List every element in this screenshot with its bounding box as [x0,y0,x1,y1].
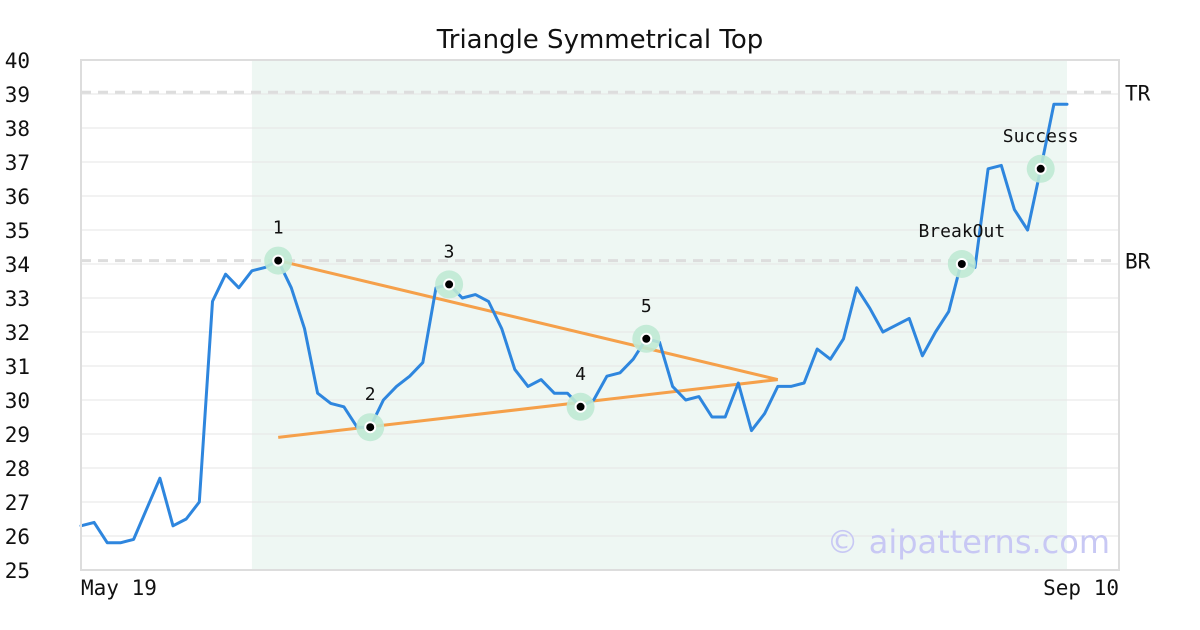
point-marker [272,254,285,267]
point-label: 3 [444,241,455,262]
point-marker [443,278,456,291]
y-tick-label: 37 [5,151,30,175]
y-axis-tick-labels: 25 26 27 28 29 30 31 32 33 34 35 36 37 38 39 40 [5,49,30,583]
point-label: 1 [273,218,284,239]
y-tick-label: 39 [5,83,30,107]
point-marker [364,421,377,434]
y-tick-label: 38 [5,117,30,141]
pattern-highlight-band [251,60,1067,570]
x-tick-label: May 19 [81,576,157,600]
point-label: 4 [575,364,586,385]
x-tick-label: Sep 10 [1043,576,1119,600]
y-tick-label: 31 [5,355,30,379]
point-label: 5 [641,296,652,317]
chart-title: Triangle Symmetrical Top [436,25,764,55]
pattern-points: 1 2 3 4 5 BreakOut Success [264,126,1079,442]
plot-frame [80,59,1120,571]
y-tick-label: 33 [5,287,30,311]
point-label: 2 [365,384,376,405]
point-marker [1034,162,1047,175]
x-axis-tick-labels: May 19 Sep 10 [81,576,1119,600]
point-marker [640,332,653,345]
triangle-trendline [277,259,779,382]
y-gridlines [81,93,1119,537]
point-label: Success [1003,126,1079,147]
y-tick-label: 28 [5,457,30,481]
reference-lines: TR BR [81,81,1151,274]
y-tick-label: 27 [5,491,30,515]
y-tick-label: 40 [5,49,30,73]
y-tick-label: 30 [5,389,30,413]
y-tick-label: 32 [5,321,30,345]
y-tick-label: 34 [5,253,30,277]
y-tick-label: 29 [5,423,30,447]
y-tick-label: 35 [5,219,30,243]
point-marker [955,258,968,270]
watermark: © aipatterns.com [827,523,1110,561]
y-tick-label: 26 [5,525,30,549]
point-label: BreakOut [918,221,1005,242]
reference-line-label: BR [1125,250,1151,274]
point-marker [574,400,587,413]
reference-line-label: TR [1125,81,1151,105]
y-tick-label: 25 [5,559,30,583]
y-tick-label: 36 [5,185,30,209]
